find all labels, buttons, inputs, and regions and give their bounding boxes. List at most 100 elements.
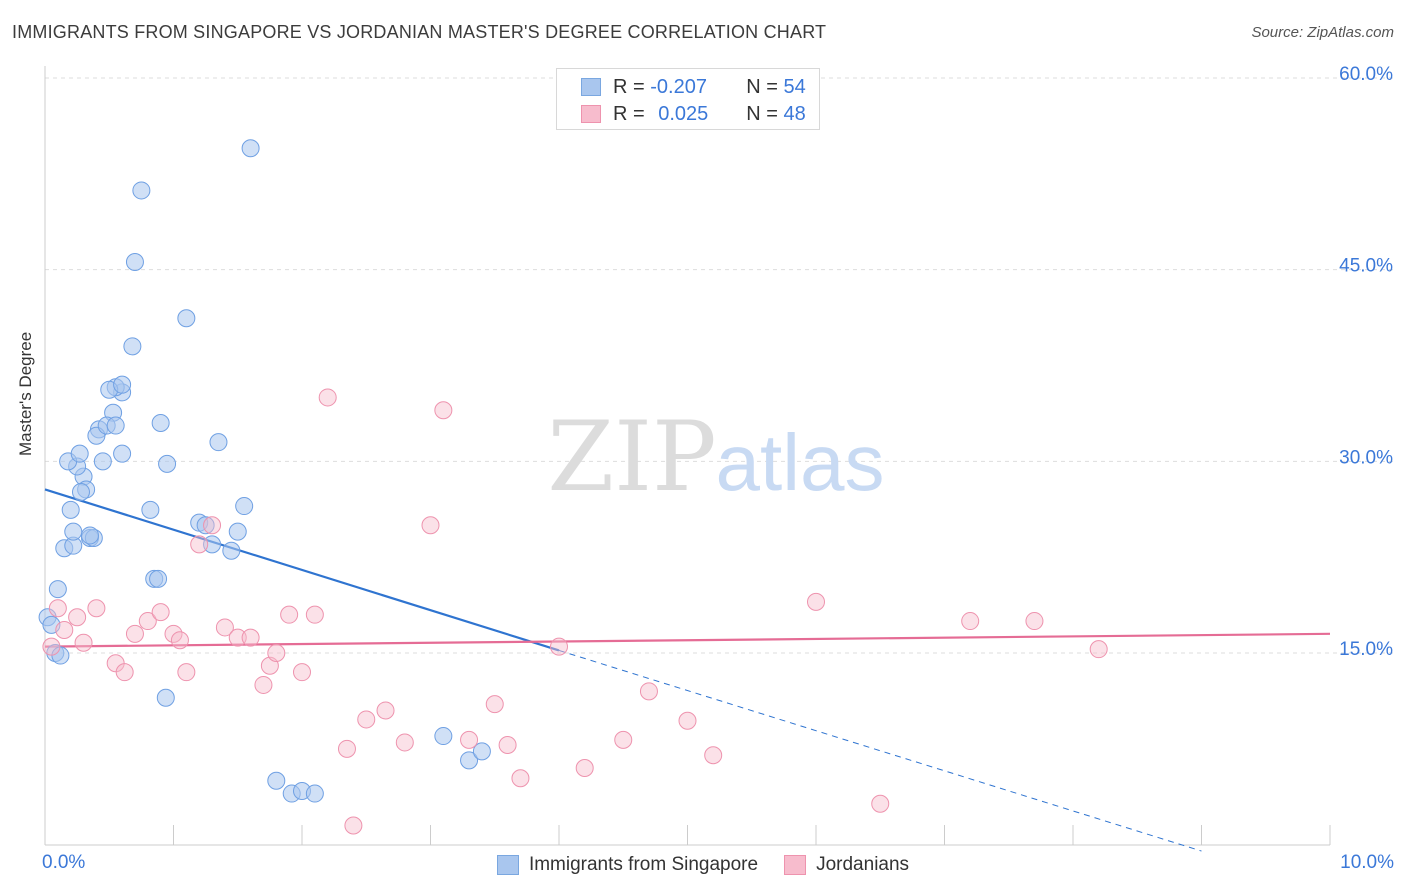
r-value: -0.207 xyxy=(650,75,707,98)
point-singapore xyxy=(64,522,83,541)
stats-row-jordanians: R = 0.025 N = 48 xyxy=(581,102,806,126)
y-tick-label: 15.0% xyxy=(1339,639,1393,660)
point-jordanians xyxy=(376,701,395,720)
point-jordanians xyxy=(190,535,209,554)
point-jordanians xyxy=(871,794,890,813)
point-jordanians xyxy=(678,711,697,730)
watermark: ZIP atlas xyxy=(547,401,884,513)
point-singapore xyxy=(125,253,144,271)
trend-line-singapore-extension xyxy=(558,649,1202,852)
point-jordanians xyxy=(337,739,356,758)
point-jordanians xyxy=(125,624,144,643)
chart-title: IMMIGRANTS FROM SINGAPORE VS JORDANIAN M… xyxy=(12,22,827,42)
point-jordanians xyxy=(215,618,234,637)
point-jordanians xyxy=(434,401,453,420)
point-singapore xyxy=(151,414,170,432)
point-singapore xyxy=(460,751,479,770)
watermark-zip: ZIP xyxy=(547,401,716,513)
point-singapore xyxy=(472,742,491,761)
point-jordanians xyxy=(115,663,134,682)
point-jordanians xyxy=(421,516,440,535)
point-singapore xyxy=(123,337,142,356)
trend-lines xyxy=(44,488,1331,852)
n-label: N = xyxy=(746,102,778,125)
point-singapore xyxy=(113,375,132,394)
legend-item-singapore[interactable]: Immigrants from Singapore xyxy=(496,854,759,876)
legend-label-singapore: Immigrants from Singapore xyxy=(528,854,759,875)
point-jordanians xyxy=(1025,612,1044,631)
point-jordanians xyxy=(203,516,222,535)
x-tick-label-min: 0.0% xyxy=(42,852,86,873)
point-jordanians xyxy=(254,675,273,694)
point-jordanians xyxy=(138,612,157,631)
point-singapore xyxy=(267,771,286,790)
point-singapore xyxy=(48,580,67,599)
stats-row-singapore: R = -0.207 N = 54 xyxy=(581,75,806,99)
point-singapore xyxy=(70,444,89,463)
point-singapore xyxy=(71,483,90,501)
point-singapore xyxy=(113,444,132,463)
point-jordanians xyxy=(807,592,825,611)
n-value: 54 xyxy=(783,75,806,98)
point-singapore xyxy=(434,727,453,746)
point-jordanians xyxy=(961,612,980,631)
point-jordanians xyxy=(170,631,189,650)
point-singapore xyxy=(196,516,215,535)
point-singapore xyxy=(241,139,260,158)
point-jordanians xyxy=(704,746,723,765)
y-tick-labels: 15.0% 30.0% 45.0% 60.0% xyxy=(1339,64,1393,660)
point-singapore xyxy=(305,784,324,803)
trend-line-jordanians xyxy=(44,632,1331,648)
point-singapore xyxy=(235,497,254,516)
swatch-singapore xyxy=(581,78,601,96)
axes xyxy=(44,66,1331,846)
point-jordanians xyxy=(267,644,286,662)
point-jordanians xyxy=(575,759,594,777)
point-singapore xyxy=(156,688,175,707)
point-singapore xyxy=(222,541,241,560)
point-jordanians xyxy=(55,621,74,639)
watermark-atlas: atlas xyxy=(716,418,885,507)
point-singapore xyxy=(177,309,196,328)
n-label: N = xyxy=(746,75,778,98)
point-jordanians xyxy=(293,663,311,682)
swatch-jordanians xyxy=(581,105,601,123)
point-singapore xyxy=(228,522,247,541)
point-jordanians xyxy=(48,599,67,618)
point-jordanians xyxy=(42,637,61,656)
point-singapore xyxy=(106,416,125,435)
series-legend: Immigrants from Singapore Jordanians xyxy=(0,852,1406,878)
point-jordanians xyxy=(344,816,363,835)
point-jordanians xyxy=(614,730,633,749)
point-singapore xyxy=(203,535,222,554)
source-label: Source: ZipAtlas.com xyxy=(1251,24,1394,41)
point-singapore xyxy=(132,181,151,200)
y-tick-label: 45.0% xyxy=(1339,256,1393,277)
point-singapore xyxy=(80,526,99,545)
point-jordanians xyxy=(151,603,170,622)
point-singapore xyxy=(149,569,168,588)
point-jordanians xyxy=(305,605,324,624)
legend-label-jordanians: Jordanians xyxy=(816,854,910,875)
grid-lines xyxy=(45,77,1395,654)
point-jordanians xyxy=(1089,640,1108,659)
point-jordanians xyxy=(228,628,247,647)
point-singapore xyxy=(158,454,177,473)
point-jordanians xyxy=(164,624,183,643)
legend-swatch-jordanians xyxy=(784,855,807,875)
legend-swatch-singapore xyxy=(496,855,519,875)
n-value: 48 xyxy=(783,102,806,125)
point-jordanians xyxy=(485,695,504,714)
point-jordanians xyxy=(498,736,517,754)
point-jordanians xyxy=(550,637,568,656)
x-tick-label-max: 10.0% xyxy=(1340,852,1394,873)
point-jordanians xyxy=(460,730,479,749)
legend-item-jordanians[interactable]: Jordanians xyxy=(784,854,909,876)
point-jordanians xyxy=(87,599,106,618)
trend-line-singapore xyxy=(44,488,560,652)
stats-legend: R = -0.207 N = 54 R = 0.025 N = 48 xyxy=(556,68,820,130)
point-jordanians xyxy=(318,388,337,407)
point-jordanians xyxy=(357,710,376,729)
data-points xyxy=(38,139,1108,835)
